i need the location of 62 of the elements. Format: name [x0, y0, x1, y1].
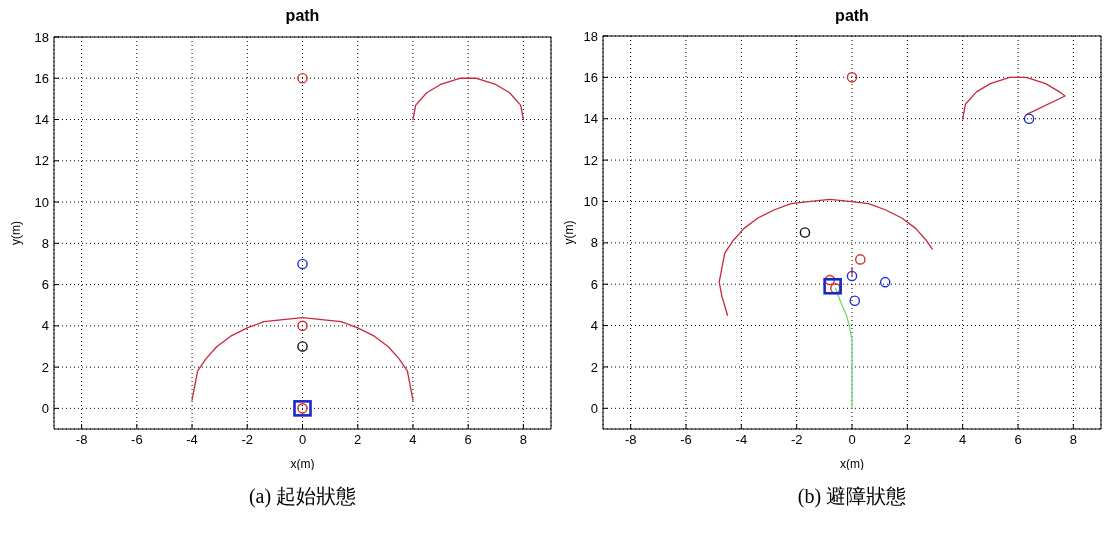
y-tick-label: 16: [34, 70, 49, 86]
y-tick-label: 10: [583, 194, 598, 210]
x-tick-label: -2: [790, 432, 803, 448]
x-tick-label: 0: [848, 432, 856, 448]
y-tick-label: 14: [583, 111, 598, 127]
y-tick-label: 12: [583, 152, 598, 168]
x-tick-label: 8: [519, 432, 528, 448]
text: (b) 避障狀態: [797, 485, 907, 507]
point: [1023, 113, 1035, 125]
y-tick-label: 0: [590, 400, 598, 416]
text: (a) 起始狀態: [248, 485, 357, 507]
y-axis-title: y(m): [9, 221, 24, 245]
x-tick-label: 0: [298, 432, 307, 448]
y-tick-label: 8: [41, 235, 49, 251]
x-tick-label: -2: [241, 432, 254, 448]
point: [879, 276, 891, 288]
y-tick-label: 14: [34, 112, 49, 128]
point: [823, 277, 842, 295]
point: [849, 295, 861, 307]
line-series: [718, 198, 933, 316]
point: [297, 258, 308, 270]
x-tick-label: 6: [1014, 432, 1022, 448]
y-tick-label: 4: [590, 318, 598, 334]
y-tick-label: 2: [590, 359, 598, 375]
y-tick-label: 0: [41, 400, 49, 416]
x-tick-label: 2: [354, 432, 362, 448]
line-series: [412, 77, 525, 121]
chart-title: path: [285, 7, 320, 24]
line-series: [191, 316, 414, 401]
y-tick-label: 4: [41, 318, 49, 334]
y-tick-label: 2: [41, 359, 49, 375]
y-tick-label: 18: [583, 28, 598, 44]
x-axis-title: x(m): [840, 457, 864, 471]
x-tick-label: 4: [959, 432, 967, 448]
point: [846, 270, 858, 282]
point: [297, 320, 308, 332]
x-tick-label: 2: [903, 432, 911, 448]
point: [297, 72, 308, 84]
chart-title: path: [835, 7, 869, 24]
y-tick-label: 12: [34, 153, 49, 169]
y-tick-label: 18: [34, 29, 49, 45]
point: [846, 72, 858, 83]
point: [297, 341, 308, 352]
x-tick-label: -6: [131, 432, 143, 448]
x-tick-label: -8: [624, 432, 637, 448]
x-tick-label: -4: [186, 432, 198, 448]
point: [799, 227, 811, 238]
x-tick-label: 4: [409, 432, 417, 448]
x-tick-label: -8: [75, 432, 88, 448]
x-tick-label: 6: [464, 432, 472, 448]
x-tick-label: 8: [1069, 432, 1077, 448]
y-axis-title: y(m): [562, 220, 577, 245]
y-tick-label: 6: [41, 277, 49, 293]
point: [855, 254, 866, 265]
x-axis-title: x(m): [290, 457, 315, 471]
y-tick-label: 6: [590, 276, 598, 292]
point: [293, 400, 312, 417]
y-tick-label: 8: [590, 235, 598, 251]
y-tick-label: 16: [583, 69, 598, 85]
y-tick-label: 10: [34, 194, 49, 210]
x-tick-label: -6: [680, 432, 692, 448]
x-tick-label: -4: [735, 432, 748, 448]
